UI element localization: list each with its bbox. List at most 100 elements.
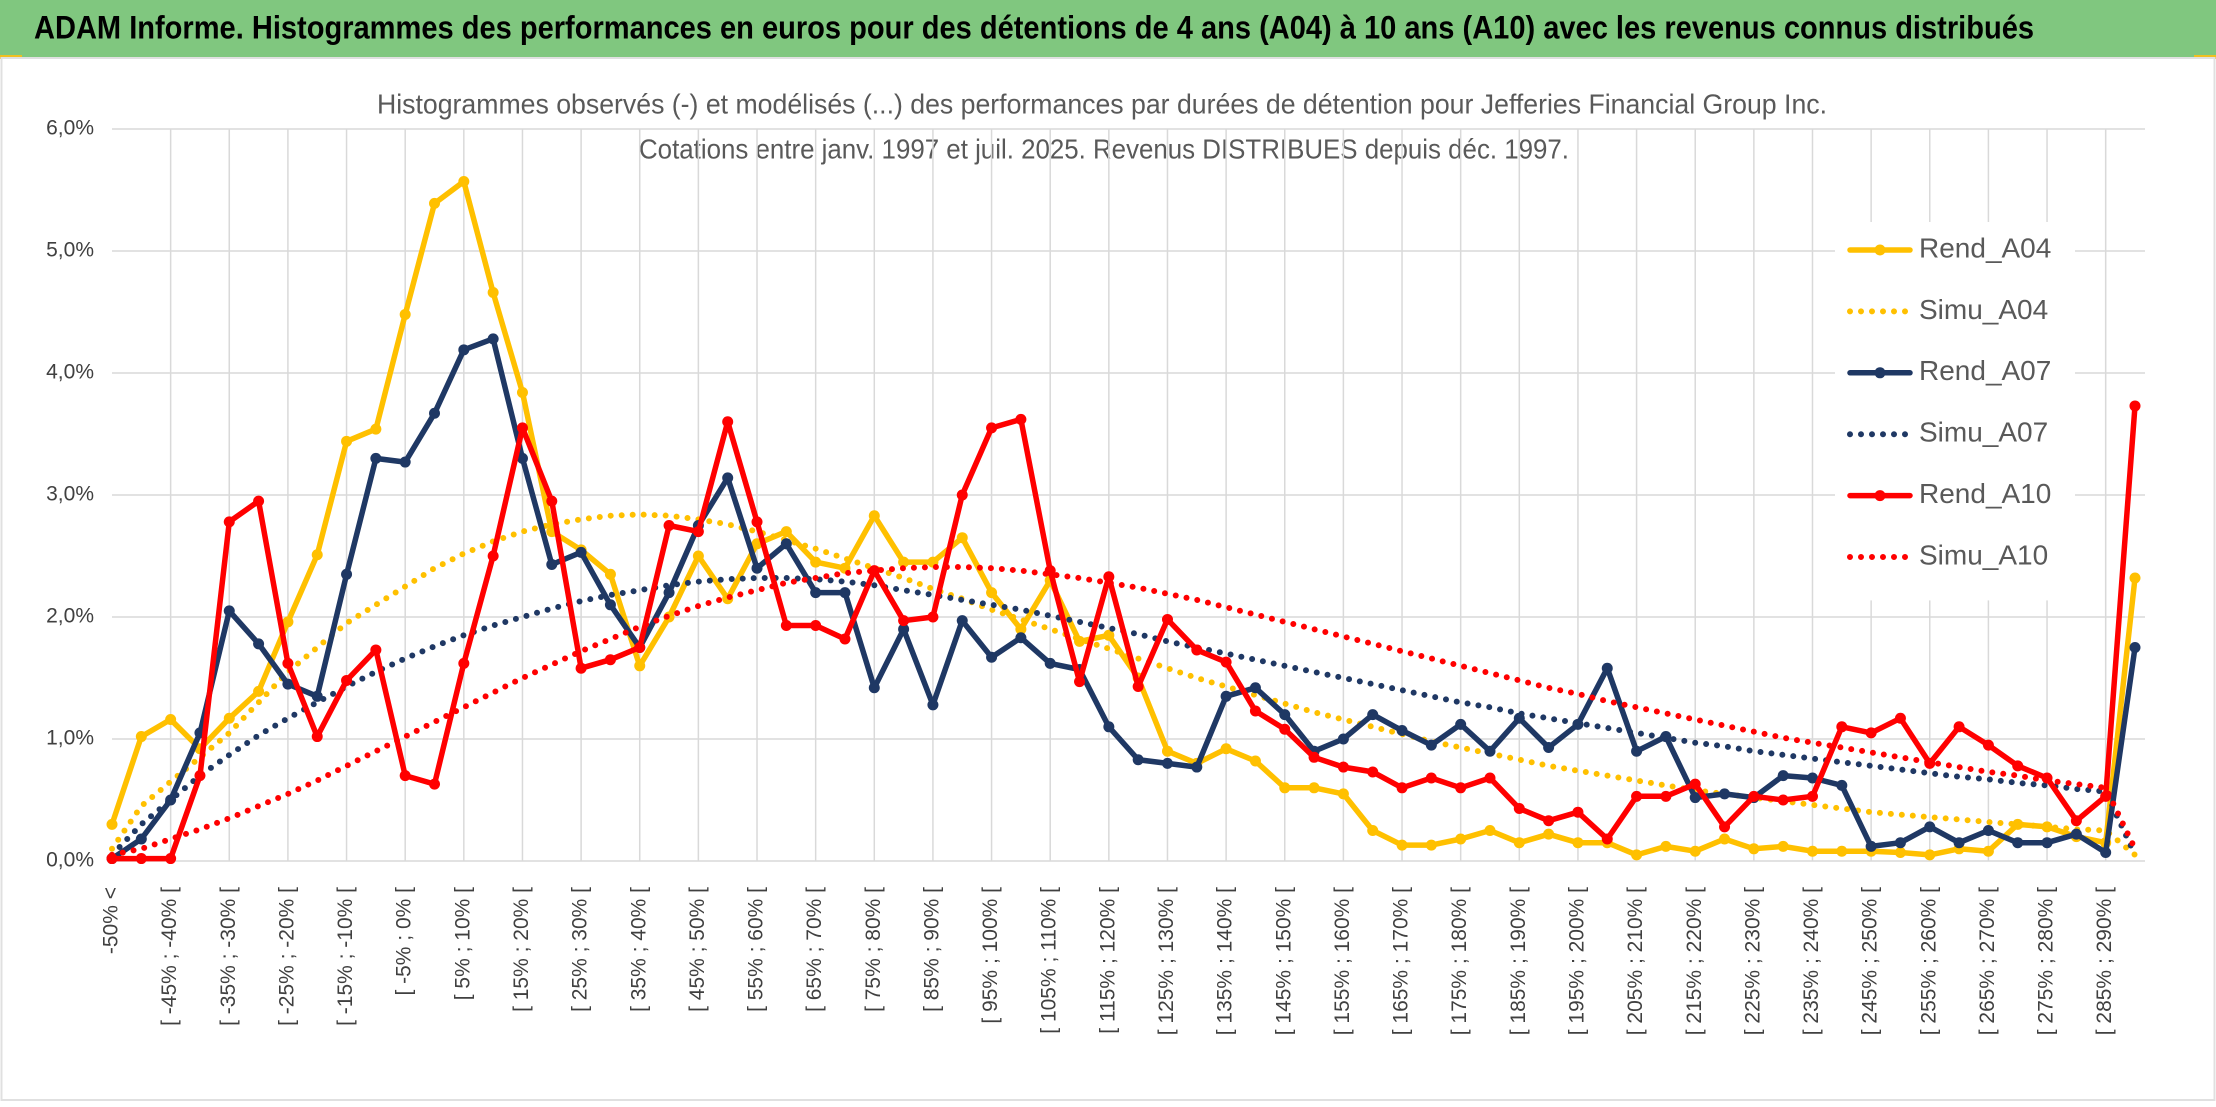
data-point	[1836, 721, 1848, 733]
data-point	[1631, 849, 1643, 861]
data-point	[1806, 790, 1818, 802]
data-point	[1689, 778, 1701, 790]
data-point	[898, 623, 910, 635]
x-tick-label: [ 225% ; 230% [	[1741, 887, 1764, 1035]
data-point	[1455, 782, 1467, 794]
x-tick-label: [ 175% ; 180% [	[1448, 887, 1471, 1035]
data-point	[253, 685, 265, 697]
data-point	[663, 587, 675, 599]
data-point	[546, 495, 558, 507]
data-point	[1132, 681, 1144, 693]
data-point	[1982, 739, 1994, 751]
data-point	[1132, 754, 1144, 766]
legend-marker	[1874, 490, 1886, 502]
data-point	[1396, 839, 1408, 851]
data-point	[2012, 760, 2024, 772]
data-point	[1484, 825, 1496, 836]
data-point	[604, 599, 616, 611]
legend-marker	[1874, 244, 1886, 256]
data-point	[663, 520, 675, 531]
data-point	[1601, 833, 1613, 845]
data-point	[223, 712, 235, 724]
data-point	[458, 344, 470, 356]
data-point	[1836, 779, 1848, 791]
data-point	[2100, 846, 2112, 858]
data-point	[1249, 705, 1261, 717]
data-point	[575, 546, 587, 558]
data-point	[1044, 657, 1056, 669]
data-point	[634, 642, 646, 653]
y-tick-label: 1,0%	[46, 727, 94, 750]
data-point	[1748, 790, 1760, 802]
data-point	[692, 526, 704, 538]
data-point	[956, 615, 968, 627]
data-point	[986, 651, 998, 663]
legend-box	[1835, 222, 2075, 601]
data-point	[2012, 837, 2024, 849]
data-point	[1719, 788, 1731, 800]
data-point	[1777, 794, 1789, 806]
data-point	[2129, 400, 2141, 412]
x-tick-label: [ 35% ; 40% [	[627, 887, 650, 1012]
x-tick-label: [ 155% ; 160% [	[1331, 887, 1354, 1035]
data-point	[1191, 644, 1203, 656]
data-point	[722, 472, 734, 484]
data-point	[1015, 632, 1027, 644]
x-tick-label: [ 45% ; 50% [	[686, 887, 709, 1012]
data-point	[1103, 571, 1115, 583]
x-tick-label: [ -25% ; -20% [	[275, 887, 298, 1026]
x-tick-label: [ 205% ; 210% [	[1624, 887, 1647, 1035]
data-point	[1279, 709, 1291, 721]
data-point	[1455, 833, 1467, 845]
x-tick-label: [ 135% ; 140% [	[1214, 887, 1237, 1035]
data-point	[487, 550, 499, 562]
data-point	[2129, 642, 2141, 653]
x-tick-label: [ 15% ; 20% [	[510, 887, 533, 1012]
x-tick-label: [ -15% ; -10% [	[334, 887, 357, 1026]
x-tick-label: [ 95% ; 100% [	[979, 887, 1002, 1024]
data-point	[311, 549, 323, 561]
y-tick-label: 2,0%	[46, 605, 94, 628]
data-point	[692, 550, 704, 562]
data-point	[1103, 721, 1115, 733]
data-point	[135, 731, 147, 743]
data-point	[1279, 782, 1291, 794]
data-point	[1660, 840, 1672, 852]
data-point	[341, 435, 353, 447]
data-point	[253, 495, 265, 507]
data-point	[1543, 828, 1555, 840]
data-point	[898, 615, 910, 627]
data-point	[1396, 724, 1408, 736]
data-point	[1806, 845, 1818, 857]
legend-label: Rend_A07	[1919, 355, 2051, 386]
data-point	[868, 510, 880, 522]
x-tick-label: [ 55% ; 60% [	[745, 887, 768, 1012]
data-point	[165, 713, 177, 725]
data-point	[1015, 623, 1027, 635]
data-point	[1894, 712, 1906, 724]
data-point	[1660, 790, 1672, 802]
data-point	[429, 197, 441, 209]
data-point	[1308, 751, 1320, 763]
data-point	[370, 423, 382, 435]
data-point	[106, 818, 118, 830]
legend-label: Rend_A10	[1919, 478, 2051, 509]
data-point	[1689, 792, 1701, 804]
x-tick-label: [ 185% ; 190% [	[1507, 887, 1530, 1035]
data-point	[370, 644, 382, 656]
data-point	[1367, 766, 1379, 778]
data-point	[516, 387, 528, 399]
x-tick-label: [ 75% ; 80% [	[862, 887, 885, 1012]
data-point	[516, 452, 528, 464]
data-point	[282, 678, 294, 690]
data-point	[2012, 818, 2024, 830]
data-point	[810, 620, 822, 632]
x-tick-label: [ 125% ; 130% [	[1155, 887, 1178, 1035]
data-point	[1543, 815, 1555, 827]
data-point	[868, 682, 880, 694]
data-point	[399, 308, 411, 320]
data-point	[1601, 662, 1613, 674]
data-point	[1337, 733, 1349, 745]
data-point	[898, 556, 910, 568]
data-point	[927, 611, 939, 623]
